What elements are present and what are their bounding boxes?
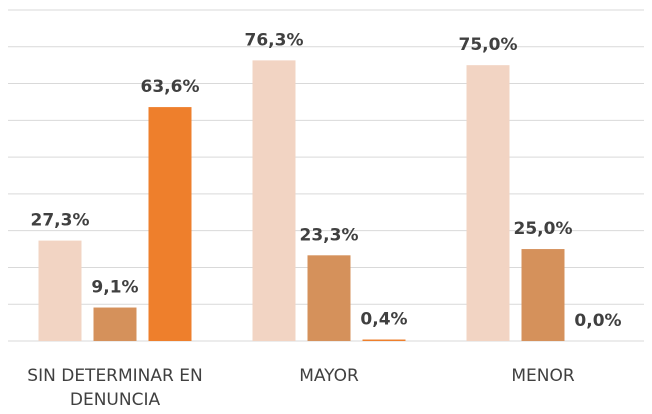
bar <box>93 307 137 341</box>
data-label: 25,0% <box>514 219 573 239</box>
data-label: 0,4% <box>360 310 407 330</box>
data-label: 63,6% <box>141 77 200 97</box>
x-tick-label: MAYOR <box>299 366 359 386</box>
data-label: 23,3% <box>300 225 359 245</box>
bar <box>362 339 406 341</box>
data-label: 75,0% <box>459 35 518 55</box>
bar <box>466 65 510 342</box>
x-tick-label: MENOR <box>511 366 575 386</box>
data-label: 0,0% <box>574 311 621 331</box>
bar <box>148 107 192 342</box>
bar <box>521 249 565 341</box>
data-label: 27,3% <box>31 211 90 231</box>
data-label: 9,1% <box>91 278 138 298</box>
data-label: 76,3% <box>245 30 304 50</box>
x-tick-label: SIN DETERMINAR EN DENUNCIA <box>27 366 203 410</box>
bar <box>38 240 82 341</box>
bar <box>307 255 351 341</box>
bar <box>252 60 296 341</box>
